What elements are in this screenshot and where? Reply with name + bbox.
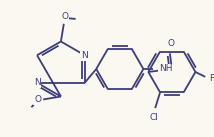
Text: N: N	[81, 51, 88, 60]
Text: O: O	[61, 12, 68, 21]
Text: NH: NH	[159, 65, 173, 73]
Text: O: O	[167, 39, 174, 48]
Text: F: F	[209, 74, 214, 83]
Text: N: N	[34, 78, 40, 87]
Text: O: O	[34, 95, 41, 104]
Text: Cl: Cl	[150, 113, 159, 122]
